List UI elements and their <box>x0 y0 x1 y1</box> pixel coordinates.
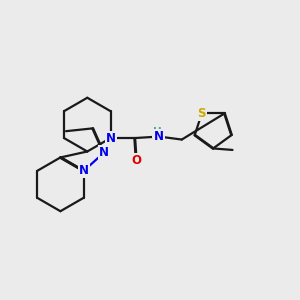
Text: N: N <box>79 164 89 177</box>
Text: N: N <box>79 164 89 177</box>
Text: O: O <box>131 154 141 167</box>
Text: S: S <box>197 107 206 120</box>
Text: N: N <box>106 132 116 145</box>
Text: H: H <box>153 127 162 137</box>
Text: N: N <box>154 130 164 143</box>
Text: N: N <box>99 146 109 159</box>
